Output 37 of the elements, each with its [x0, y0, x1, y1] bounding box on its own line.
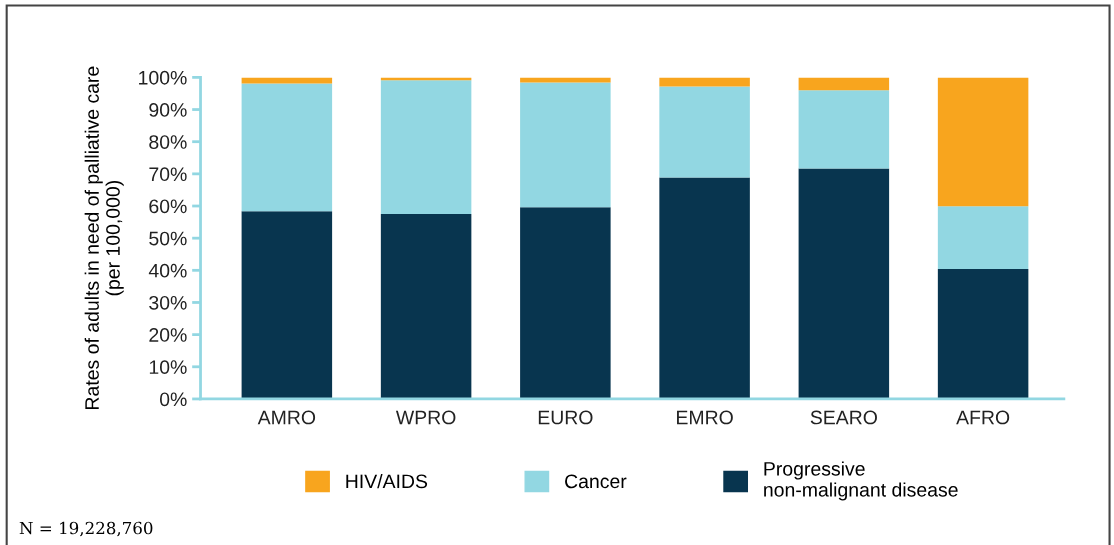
- bar: [659, 177, 750, 399]
- bar: [798, 168, 890, 399]
- y-tick-label: 40%: [148, 263, 187, 278]
- bar: [798, 77, 890, 91]
- y-tick-label: 10%: [149, 360, 187, 375]
- y-tick-label: 20%: [149, 328, 187, 342]
- y-tick-label: 80%: [149, 135, 187, 149]
- x-tick-label: AMRO: [257, 410, 316, 425]
- x-tick-label: EURO: [538, 410, 593, 425]
- x-tick-label: SEARO: [810, 410, 877, 425]
- bar: [937, 206, 1029, 270]
- bar: [380, 80, 472, 215]
- y-axis-title: Rates of adults in need of palliative care (per 100,000): [84, 66, 124, 409]
- bar: [520, 207, 611, 399]
- text: N = 19,228,760: [19, 521, 153, 537]
- x-tick-label: AFRO: [956, 410, 1010, 425]
- x-tick-label: EMRO: [677, 410, 733, 425]
- y-tick-label: 30%: [149, 295, 187, 310]
- bar: [380, 214, 472, 399]
- bar: [241, 211, 333, 399]
- y-tick-label: 50%: [149, 231, 187, 246]
- bar: [937, 77, 1029, 207]
- y-tick-label: 90%: [149, 103, 187, 117]
- y-tick-label: 0%: [159, 392, 187, 407]
- bar: [241, 83, 333, 212]
- legend-label: Cancer: [565, 474, 627, 489]
- y-tick-label: 70%: [149, 167, 187, 182]
- bar: [520, 82, 611, 208]
- legend-label: Progressive non-malignant disease: [764, 461, 958, 501]
- y-tick-label: 100%: [139, 70, 187, 85]
- bar: [798, 90, 890, 169]
- bar: [659, 86, 750, 178]
- bar: [520, 77, 611, 83]
- bar: [937, 269, 1029, 399]
- y-tick-label: 60%: [149, 199, 187, 214]
- legend-label: HIV/AIDS: [346, 473, 428, 489]
- x-tick-label: WPRO: [395, 410, 456, 425]
